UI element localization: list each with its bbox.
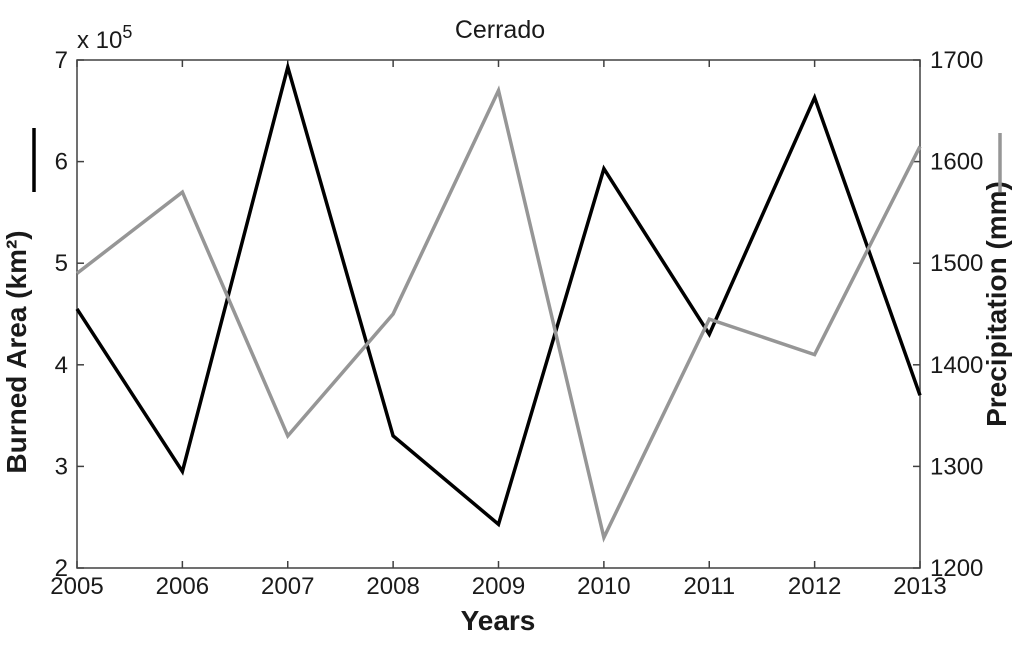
x-tick-label: 2010 [577,573,630,600]
burned-area-line-series [75,60,922,528]
x-tick-label: 2007 [261,573,314,600]
y-left-tick-label: 6 [55,149,68,176]
x-tick-label: 2005 [50,573,103,600]
chart-title: Cerrado [455,16,545,44]
y-right-axis-label: Precipitation (mm) [981,181,1012,427]
x-tick-label: 2012 [788,573,841,600]
axis-ticks [76,59,921,569]
y-left-tick-label: 5 [55,250,68,277]
y-left-tick-label: 4 [55,352,68,379]
plot-area-border [76,59,921,569]
y-right-tick-label: 1600 [930,149,983,176]
data-series-group [75,60,922,543]
x-axis-label: Years [461,605,536,636]
y-left-axis-label: Burned Area (km²) [1,230,32,473]
y-left-tick-label: 7 [55,47,68,74]
tick-labels-group: 2005 2006 2007 2008 2009 2010 2011 2012 2013 7 6 5 4… [50,47,983,600]
y-left-exponent-label: x 105 [77,22,132,54]
x-tick-label: 2013 [893,573,946,600]
x-tick-label: 2006 [156,573,209,600]
x-tick-label: 2009 [472,573,525,600]
x-tick-label: 2011 [683,573,735,600]
y-right-tick-label: 1500 [930,250,983,277]
y-left-exponent-prefix: x 10 [77,27,122,54]
y-right-tick-label: 1400 [930,352,983,379]
x-tick-label: 2008 [366,573,419,600]
precipitation-line-series [75,85,922,543]
y-right-tick-label: 1300 [930,453,983,480]
y-right-tick-label: 1200 [930,555,983,582]
y-left-tick-label: 2 [55,555,68,582]
y-left-tick-label: 3 [55,453,68,480]
y-left-exponent-power: 5 [122,22,132,42]
y-right-tick-label: 1700 [930,47,983,74]
